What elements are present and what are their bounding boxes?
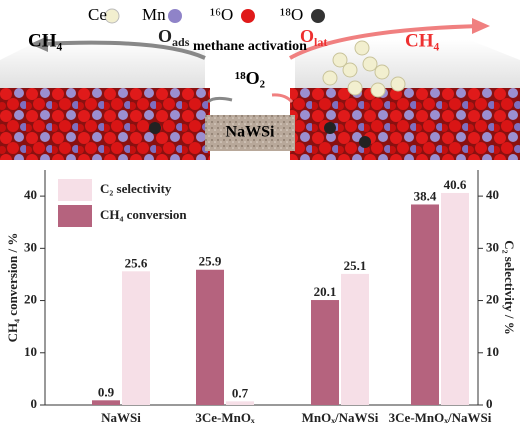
bar (341, 273, 369, 405)
y2-tick-label: 40 (486, 187, 499, 202)
y-tick-label: 30 (24, 239, 37, 254)
surface (290, 88, 520, 160)
value-label: 0.9 (98, 384, 115, 399)
legend-swatch (58, 205, 92, 227)
legend-label: ¹⁸O (280, 5, 303, 24)
legend-label: Ce (88, 5, 107, 24)
product-label: CH₄ (28, 30, 63, 51)
y2-axis-label: C₂ selectivity / % (502, 240, 517, 335)
legend-mn (168, 9, 182, 23)
species-sub: lat (314, 35, 327, 49)
y2-tick-label: 0 (486, 396, 493, 411)
cluster (322, 40, 406, 98)
species-label: Olat (300, 26, 327, 49)
species-base: O (158, 26, 172, 46)
value-label: 40.6 (444, 177, 467, 192)
plot-area (45, 170, 478, 405)
atom-18o (359, 136, 371, 148)
legend-label: ¹⁶O (210, 5, 233, 24)
arrow (39, 40, 206, 60)
arrowhead (30, 36, 48, 52)
species-base: O (300, 26, 314, 46)
legend-swatch (58, 179, 92, 201)
value-label: 38.4 (414, 188, 437, 203)
arrowhead (472, 18, 490, 34)
bar (411, 204, 439, 405)
legend-label: Mn (142, 5, 166, 24)
gas-label: ¹⁸O₂ (235, 68, 265, 88)
legend-18o (311, 9, 325, 23)
y-tick-label: 0 (31, 396, 38, 411)
arrow (289, 24, 481, 60)
value-label: 25.9 (199, 254, 222, 269)
bar (122, 271, 150, 405)
support-block (205, 115, 295, 151)
legend-label: C₂ selectivity (100, 181, 172, 196)
species-sub: ads (172, 35, 190, 49)
bar (92, 400, 120, 405)
species-label: Oads (158, 26, 190, 49)
value-label: 25.6 (125, 255, 148, 270)
bar (311, 300, 339, 405)
y-axis-label: CH₄ conversion / % (5, 233, 20, 343)
x-tick-label: 3Ce-MnOₓ (195, 410, 255, 425)
bar (226, 401, 254, 405)
product-label: CH₄ (405, 30, 440, 51)
legend-16o (241, 9, 255, 23)
process-label: methane activation (193, 39, 307, 54)
y2-tick-label: 10 (486, 344, 499, 359)
legend-label: CH₄ conversion (100, 207, 187, 222)
arrow (206, 96, 233, 104)
atom-18o (324, 122, 336, 134)
y-tick-label: 40 (24, 187, 37, 202)
x-tick-label: MnOₓ/NaWSi (302, 410, 379, 425)
surface (0, 88, 210, 160)
y-tick-label: 10 (24, 344, 37, 359)
y2-tick-label: 30 (486, 239, 499, 254)
atom-18o (149, 122, 161, 134)
arrow (271, 93, 294, 104)
value-label: 20.1 (314, 284, 337, 299)
y2-tick-label: 20 (486, 292, 499, 307)
x-tick-label: NaWSi (101, 410, 141, 425)
support-label: NaWSi (226, 124, 275, 141)
bar (441, 192, 469, 405)
value-label: 25.1 (344, 258, 367, 273)
y-tick-label: 20 (24, 292, 37, 307)
chart: 0 10 20 30 40 0 10 20 30 40 CH₄ conversion / % C₂ s… (5, 170, 517, 425)
value-label: 0.7 (232, 385, 249, 400)
bar (196, 269, 224, 405)
legend-ce (104, 8, 120, 24)
illustration: Ce Mn ¹⁶O ¹⁸O CH₄ Oads methane activatio… (0, 5, 520, 160)
x-tick-label: 3Ce-MnOₓ/NaWSi (389, 410, 492, 425)
